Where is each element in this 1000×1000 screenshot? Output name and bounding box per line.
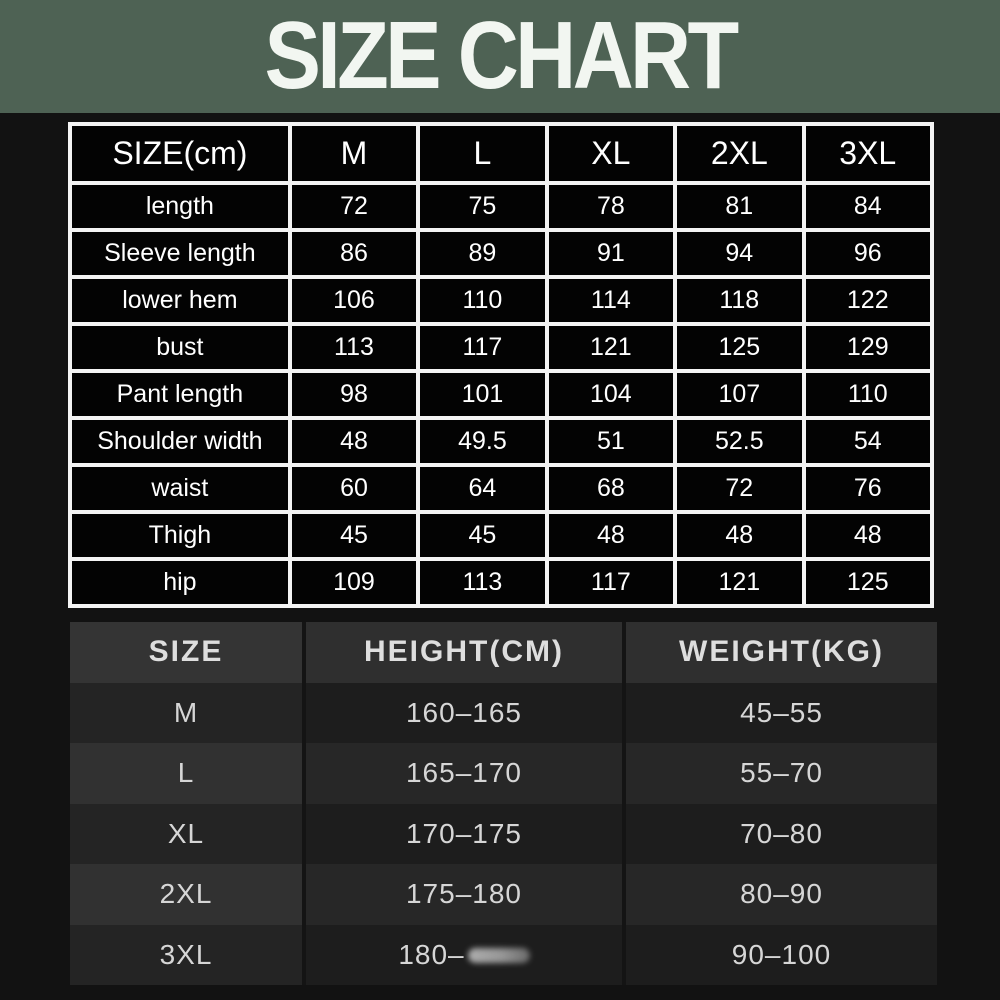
size-column-header: L	[420, 126, 545, 181]
measurement-value-cell: 129	[805, 326, 930, 369]
measure-unit-header: SIZE(cm)	[72, 126, 288, 181]
fit-height-cell: 165–170	[306, 743, 622, 804]
measurement-value-cell: 125	[805, 561, 930, 604]
measurement-value-cell: 113	[420, 561, 545, 604]
fit-header-cell: SIZE	[70, 622, 302, 683]
measurement-value-cell: 114	[548, 279, 674, 322]
measurement-value-cell: 110	[805, 373, 930, 416]
fit-weight-cell: 55–70	[626, 743, 937, 804]
measurement-value-cell: 117	[548, 561, 674, 604]
measurement-value-cell: 68	[548, 467, 674, 510]
measurement-value-cell: 86	[291, 232, 417, 275]
measurement-value-cell: 51	[548, 420, 674, 463]
fit-header-cell: HEIGHT(CM)	[306, 622, 622, 683]
measurement-label-cell: waist	[72, 467, 288, 510]
measurement-row: Thigh 45 45 48 48 48	[72, 514, 930, 557]
measurement-value-cell: 54	[805, 420, 930, 463]
measurements-header-row: SIZE(cm) M L XL 2XL 3XL	[72, 126, 930, 181]
fit-height-cell: 175–180	[306, 864, 622, 925]
measurement-label-cell: length	[72, 185, 288, 228]
size-column-header: M	[291, 126, 417, 181]
measurement-value-cell: 121	[548, 326, 674, 369]
measurement-value-cell: 48	[291, 420, 417, 463]
fit-height-cell: 180–	[306, 924, 622, 985]
size-column-header: XL	[548, 126, 674, 181]
measurement-value-cell: 121	[677, 561, 802, 604]
erased-text-smudge	[467, 948, 530, 964]
fit-weight-cell: 45–55	[626, 682, 937, 743]
measurement-value-cell: 76	[805, 467, 930, 510]
measurement-value-cell: 122	[805, 279, 930, 322]
measurement-value-cell: 49.5	[420, 420, 545, 463]
measurement-label-cell: Pant length	[72, 373, 288, 416]
measurement-value-cell: 98	[291, 373, 417, 416]
measurement-value-cell: 117	[420, 326, 545, 369]
measurement-value-cell: 72	[677, 467, 802, 510]
measurement-value-cell: 75	[420, 185, 545, 228]
measurement-value-cell: 89	[420, 232, 545, 275]
measurement-label-cell: Thigh	[72, 514, 288, 557]
measurement-value-cell: 113	[291, 326, 417, 369]
measurement-label-cell: Shoulder width	[72, 420, 288, 463]
garment-measurements-table: SIZE(cm) M L XL 2XL 3XL length 72 75 78 81 84 Sleev…	[68, 122, 934, 608]
measurement-value-cell: 78	[548, 185, 674, 228]
fit-header-cell: WEIGHT(KG)	[626, 622, 937, 683]
measurement-label-cell: Sleeve length	[72, 232, 288, 275]
measurement-value-cell: 64	[420, 467, 545, 510]
measurement-value-cell: 48	[677, 514, 802, 557]
measurement-value-cell: 109	[291, 561, 417, 604]
fit-height-cell: 160–165	[306, 682, 622, 743]
measurement-row: Pant length 98 101 104 107 110	[72, 373, 930, 416]
measurement-row: bust 113 117 121 125 129	[72, 326, 930, 369]
size-recommendation-table: SIZE HEIGHT(CM) WEIGHT(KG) M 160–165 45–55 L 16…	[70, 622, 937, 985]
fit-weight-cell: 70–80	[626, 803, 937, 864]
measurement-value-cell: 104	[548, 373, 674, 416]
fit-weight-cell: 80–90	[626, 864, 937, 925]
measurement-value-cell: 60	[291, 467, 417, 510]
measurement-label-cell: hip	[72, 561, 288, 604]
fit-size-cell: XL	[70, 803, 302, 864]
measurement-row: waist 60 64 68 72 76	[72, 467, 930, 510]
measurement-value-cell: 125	[677, 326, 802, 369]
measurement-value-cell: 45	[420, 514, 545, 557]
measurement-value-cell: 45	[291, 514, 417, 557]
fit-weight-cell: 90–100	[626, 924, 937, 985]
measurement-value-cell: 91	[548, 232, 674, 275]
measurement-value-cell: 106	[291, 279, 417, 322]
measurement-value-cell: 107	[677, 373, 802, 416]
fit-size-cell: L	[70, 743, 302, 804]
measurement-row: length 72 75 78 81 84	[72, 185, 930, 228]
fit-size-cell: 3XL	[70, 924, 302, 985]
measurement-label-cell: bust	[72, 326, 288, 369]
measurement-value-cell: 81	[677, 185, 802, 228]
garment-measurements-section: SIZE(cm) M L XL 2XL 3XL length 72 75 78 81 84 Sleev…	[0, 113, 1000, 608]
title-banner: SIZE CHART	[0, 0, 1000, 113]
measurement-row: Shoulder width 48 49.5 51 52.5 54	[72, 420, 930, 463]
measurement-value-cell: 48	[805, 514, 930, 557]
measurement-value-cell: 118	[677, 279, 802, 322]
measurement-value-cell: 52.5	[677, 420, 802, 463]
measurement-value-cell: 48	[548, 514, 674, 557]
fit-height-cell: 170–175	[306, 803, 622, 864]
measurement-value-cell: 96	[805, 232, 930, 275]
fit-size-cell: M	[70, 682, 302, 743]
measurement-value-cell: 72	[291, 185, 417, 228]
size-column-header: 3XL	[805, 126, 930, 181]
measurement-label-cell: lower hem	[72, 279, 288, 322]
measurement-row: hip 109 113 117 121 125	[72, 561, 930, 604]
measurement-value-cell: 94	[677, 232, 802, 275]
fit-size-cell: 2XL	[70, 864, 302, 925]
size-column-header: 2XL	[677, 126, 802, 181]
measurement-value-cell: 110	[420, 279, 545, 322]
measurement-row: Sleeve length 86 89 91 94 96	[72, 232, 930, 275]
measurement-value-cell: 101	[420, 373, 545, 416]
measurement-value-cell: 84	[805, 185, 930, 228]
measurement-row: lower hem 106 110 114 118 122	[72, 279, 930, 322]
page-title: SIZE CHART	[264, 2, 739, 110]
size-recommendation-section: SIZE HEIGHT(CM) WEIGHT(KG) M 160–165 45–55 L 16…	[0, 608, 1000, 985]
